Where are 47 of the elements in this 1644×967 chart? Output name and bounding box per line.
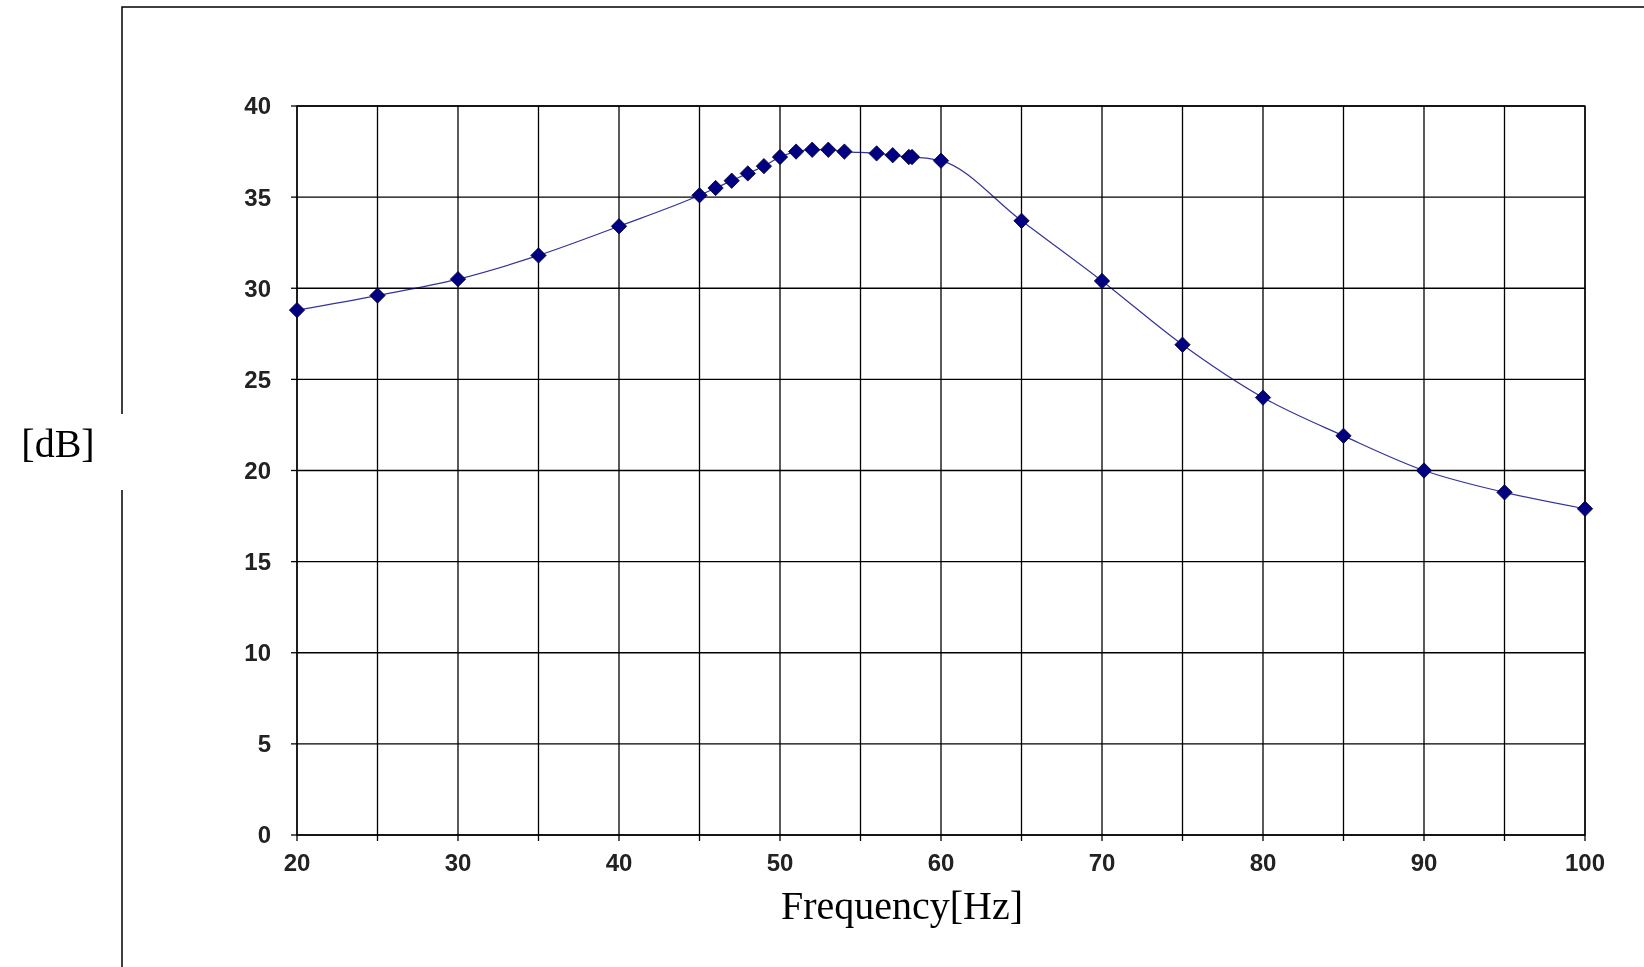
y-tick-label: 5 [257, 730, 271, 758]
point [1576, 500, 1594, 517]
y-tick-label: 30 [244, 274, 271, 302]
point [691, 187, 708, 204]
y-axis-title: [dB] [21, 421, 95, 466]
y-tick-label: 10 [244, 639, 271, 667]
point [1174, 336, 1191, 353]
x-axis-title: Frequency[Hz] [780, 883, 1024, 928]
point [771, 148, 789, 166]
x-tick-label: 90 [1410, 849, 1438, 876]
x-tick-label: 30 [444, 849, 472, 876]
point [1415, 462, 1433, 479]
y-tick-label: 15 [244, 548, 271, 576]
point [739, 165, 756, 182]
point [707, 179, 724, 197]
point [836, 143, 853, 160]
x-tick-label: 60 [927, 849, 955, 876]
x-tick-label: 40 [605, 849, 633, 876]
y-tick-label: 0 [257, 821, 271, 849]
x-tick-label: 100 [1564, 849, 1606, 876]
point [755, 158, 772, 175]
point [868, 145, 885, 162]
x-tick-label: 50 [766, 849, 794, 876]
x-tick-label: 80 [1249, 849, 1277, 876]
point [369, 287, 386, 304]
point [723, 172, 740, 189]
y-tick-label: 25 [244, 365, 271, 393]
point [788, 143, 805, 160]
y-tick-label: 40 [244, 92, 271, 120]
point [530, 247, 547, 264]
point [1496, 484, 1513, 501]
point [1335, 427, 1352, 444]
point [932, 152, 950, 169]
point [449, 271, 467, 288]
y-tick-label: 20 [244, 456, 271, 484]
point [804, 141, 821, 158]
point [903, 148, 921, 166]
x-tick-label: 20 [283, 849, 311, 876]
point [288, 302, 306, 319]
point [1013, 212, 1030, 229]
point [1254, 389, 1272, 406]
y-tick-label: 35 [244, 183, 271, 211]
point [820, 141, 837, 158]
point [884, 147, 901, 164]
x-tick-label: 70 [1088, 849, 1116, 876]
point [1093, 272, 1111, 290]
point [610, 218, 628, 235]
